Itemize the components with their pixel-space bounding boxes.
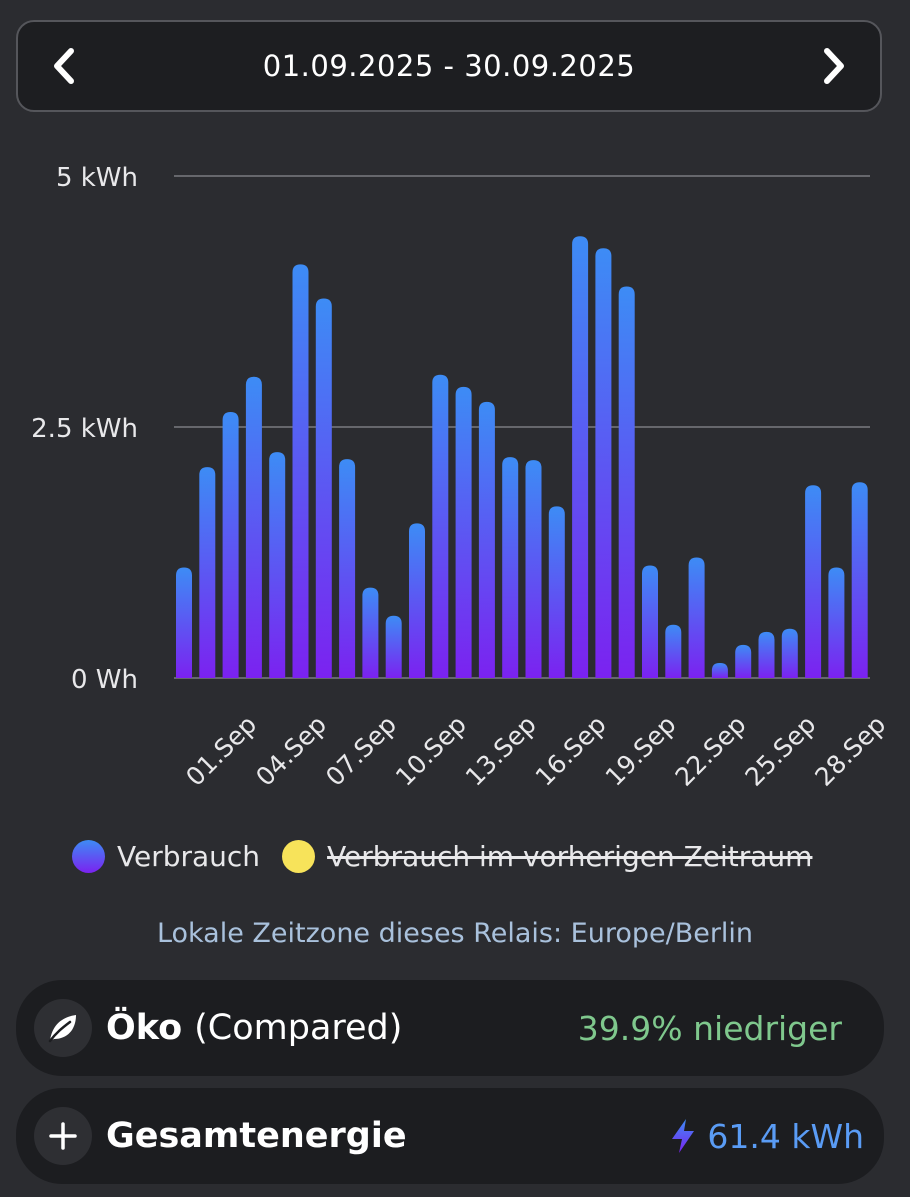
eco-icon-badge (34, 999, 92, 1057)
legend-previous-label: Verbrauch im vorherigen Zeitraum (327, 840, 813, 873)
bar-24.Sep[interactable] (711, 662, 728, 678)
y-tick-label: 5 kWh (56, 163, 138, 193)
bar-05.Sep[interactable] (269, 452, 286, 678)
legend-item-current[interactable]: Verbrauch (72, 840, 260, 873)
x-tick-label: 28.Sep (809, 710, 891, 792)
leaf-icon (48, 1015, 76, 1043)
total-energy-title: Gesamtenergie (106, 1116, 407, 1156)
total-energy-value: 61.4 kWh (707, 1116, 864, 1156)
bar-03.Sep[interactable] (222, 411, 239, 678)
bar-12.Sep[interactable] (432, 374, 449, 678)
bar-09.Sep[interactable] (362, 587, 379, 678)
bar-28.Sep[interactable] (805, 485, 822, 678)
legend-current-swatch (72, 840, 105, 873)
total-energy-card[interactable]: Gesamtenergie 61.4 kWh (16, 1088, 884, 1184)
legend-current-label: Verbrauch (117, 840, 261, 873)
timezone-note: Lokale Zeitzone dieses Relais: Europe/Be… (156, 918, 754, 949)
bar-23.Sep[interactable] (688, 557, 705, 678)
eco-comparison-value: 39.9% niedriger (577, 1008, 842, 1048)
bar-22.Sep[interactable] (665, 624, 682, 678)
y-tick-label: 0 Wh (71, 665, 138, 695)
previous-period-button[interactable] (18, 22, 110, 110)
bar-08.Sep[interactable] (339, 459, 356, 678)
bar-04.Sep[interactable] (245, 376, 262, 678)
x-tick-label: 04.Sep (250, 710, 332, 792)
bar-19.Sep[interactable] (595, 248, 612, 678)
bar-01.Sep[interactable] (176, 567, 192, 678)
bar-26.Sep[interactable] (758, 631, 775, 678)
x-tick-label: 13.Sep (460, 710, 542, 792)
x-tick-label: 10.Sep (390, 710, 472, 792)
next-period-button[interactable] (788, 22, 880, 110)
bar-10.Sep[interactable] (385, 615, 402, 678)
plus-icon (49, 1122, 77, 1150)
bar-13.Sep[interactable] (455, 386, 472, 678)
bar-29.Sep[interactable] (828, 567, 845, 678)
bar-18.Sep[interactable] (572, 236, 589, 678)
eco-card-title: Öko (106, 1008, 183, 1048)
bar-11.Sep[interactable] (409, 523, 425, 678)
bar-14.Sep[interactable] (478, 401, 495, 678)
bar-16.Sep[interactable] (525, 460, 542, 678)
date-range-label: 01.09.2025 - 30.09.2025 (262, 49, 636, 83)
x-tick-label: 16.Sep (530, 710, 612, 792)
bar-25.Sep[interactable] (735, 644, 752, 678)
x-tick-label: 25.Sep (739, 710, 821, 792)
bar-30.Sep[interactable] (851, 482, 868, 678)
consumption-bar-chart: 0 Wh 2.5 kWh 5 kWh 01.Sep04.Sep07.Sep10.Se… (31, 163, 891, 792)
eco-comparison-card[interactable]: Öko (Compared) 39.9% niedriger (16, 980, 884, 1076)
bar-27.Sep[interactable] (781, 628, 798, 678)
bar-02.Sep[interactable] (199, 467, 216, 678)
y-tick-label: 2.5 kWh (31, 414, 138, 444)
x-tick-label: 19.Sep (600, 710, 682, 792)
bar-17.Sep[interactable] (548, 506, 565, 678)
chart-legend: Verbrauch Verbrauch im vorherigen Zeitra… (72, 840, 812, 873)
bar-07.Sep[interactable] (315, 298, 332, 678)
expand-icon-badge[interactable] (34, 1107, 92, 1165)
x-tick-label: 07.Sep (320, 710, 402, 792)
bar-21.Sep[interactable] (642, 565, 658, 678)
legend-item-previous[interactable]: Verbrauch im vorherigen Zeitraum (260, 840, 812, 873)
eco-card-subtitle: (Compared) (194, 1008, 403, 1048)
chevron-left-icon (54, 48, 74, 84)
x-tick-label: 22.Sep (670, 710, 752, 792)
lightning-bolt-icon (672, 1119, 695, 1153)
total-energy-value-wrap: 61.4 kWh (669, 1117, 864, 1156)
bar-06.Sep[interactable] (292, 264, 309, 678)
bar-15.Sep[interactable] (502, 457, 519, 678)
bar-20.Sep[interactable] (618, 286, 635, 678)
chevron-right-icon (824, 48, 844, 84)
date-range-navigator: 01.09.2025 - 30.09.2025 (16, 20, 882, 112)
legend-previous-swatch (282, 840, 316, 873)
x-tick-label: 01.Sep (180, 710, 262, 792)
